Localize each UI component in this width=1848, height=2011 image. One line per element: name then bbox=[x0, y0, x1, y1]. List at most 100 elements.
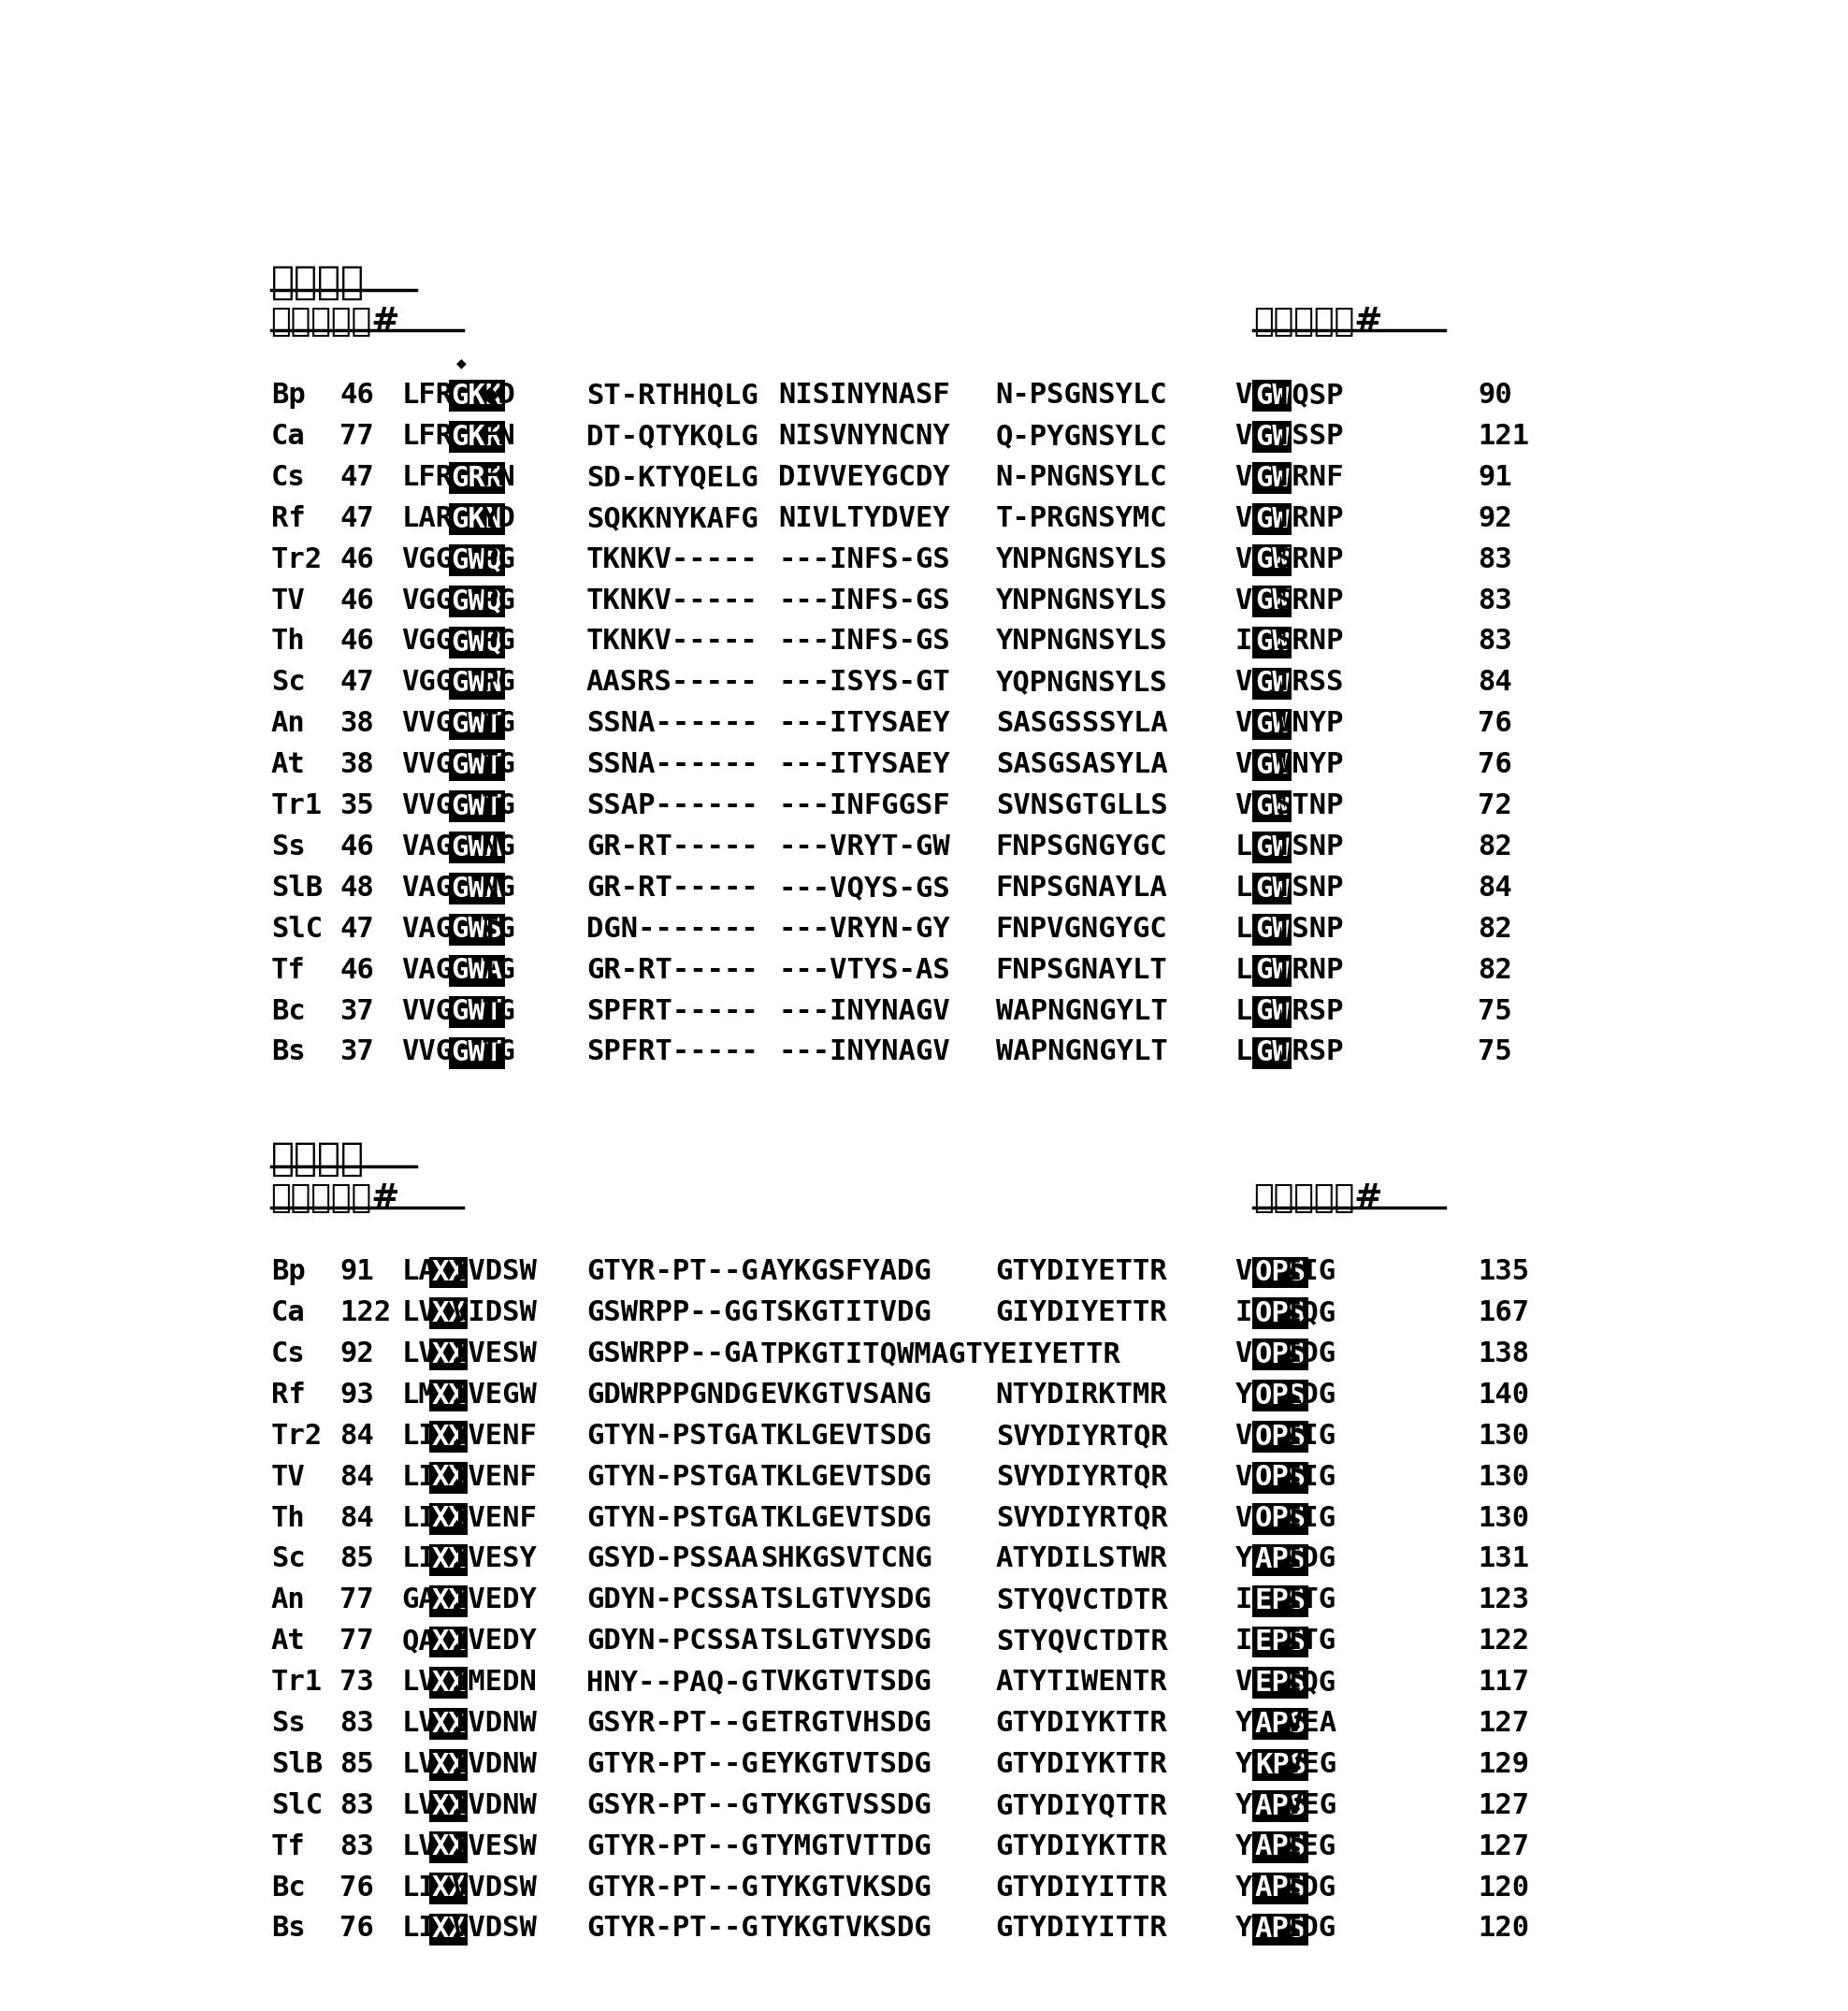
Text: GWA: GWA bbox=[451, 875, 503, 903]
Text: XX: XX bbox=[431, 1711, 466, 1738]
Text: 130: 130 bbox=[1478, 1464, 1528, 1490]
Text: LVE: LVE bbox=[401, 1709, 453, 1738]
Text: 92: 92 bbox=[1478, 505, 1512, 533]
Text: LX: LX bbox=[1234, 915, 1270, 943]
Text: LX: LX bbox=[1234, 997, 1270, 1026]
Text: 46: 46 bbox=[340, 957, 373, 983]
Text: GWT: GWT bbox=[451, 792, 503, 820]
Text: YNPNGNSYLS: YNPNGNSYLS bbox=[996, 545, 1168, 573]
Text: LIE: LIE bbox=[401, 1464, 453, 1490]
Text: Ss: Ss bbox=[272, 833, 305, 861]
Text: 84: 84 bbox=[1478, 875, 1512, 901]
Text: XX: XX bbox=[431, 1259, 466, 1287]
Text: GAE: GAE bbox=[401, 1587, 453, 1613]
Text: NG: NG bbox=[480, 875, 516, 901]
Text: STNP: STNP bbox=[1275, 792, 1343, 818]
Text: 75: 75 bbox=[1478, 997, 1512, 1026]
Text: IVDNW: IVDNW bbox=[451, 1792, 538, 1820]
Text: 130: 130 bbox=[1478, 1422, 1528, 1450]
Text: VEG: VEG bbox=[1284, 1792, 1336, 1820]
Text: An: An bbox=[272, 710, 305, 738]
Text: 83: 83 bbox=[1478, 627, 1512, 656]
Text: 82: 82 bbox=[1478, 957, 1512, 983]
Text: VAGK-: VAGK- bbox=[401, 875, 488, 901]
Text: Tr2: Tr2 bbox=[272, 545, 322, 573]
Text: GW: GW bbox=[1255, 875, 1290, 903]
Text: TPKGTITQWMAGTYEIYETTR: TPKGTITQWMAGTYEIYETTR bbox=[760, 1341, 1122, 1367]
Text: TSKGTITVDG: TSKGTITVDG bbox=[760, 1299, 931, 1327]
Text: SSNA------: SSNA------ bbox=[586, 710, 758, 738]
Text: Tf: Tf bbox=[272, 957, 305, 983]
Text: KPS: KPS bbox=[1255, 1752, 1307, 1780]
Text: TG: TG bbox=[480, 752, 516, 778]
Text: 38: 38 bbox=[340, 752, 373, 778]
Text: TKLGEVTSDG: TKLGEVTSDG bbox=[760, 1422, 931, 1450]
Text: 131: 131 bbox=[1478, 1546, 1528, 1573]
Text: YNPNGNSYLS: YNPNGNSYLS bbox=[996, 587, 1168, 613]
Text: TQSP: TQSP bbox=[1275, 382, 1343, 408]
Text: 82: 82 bbox=[1478, 915, 1512, 943]
Text: NTYDIRKTMR: NTYDIRKTMR bbox=[996, 1382, 1168, 1408]
Text: 167: 167 bbox=[1478, 1299, 1528, 1327]
Text: LVE: LVE bbox=[401, 1752, 453, 1778]
Text: 最高氨基酸#: 最高氨基酸# bbox=[1253, 1182, 1382, 1215]
Text: QAE: QAE bbox=[401, 1627, 453, 1655]
Text: GKN: GKN bbox=[451, 505, 503, 533]
Text: YQPNGNSYLS: YQPNGNSYLS bbox=[996, 670, 1168, 696]
Text: VVGLG: VVGLG bbox=[401, 752, 488, 778]
Text: GTYR-PT--G: GTYR-PT--G bbox=[586, 1832, 758, 1860]
Text: TV: TV bbox=[272, 1464, 305, 1490]
Text: GR-RT-----: GR-RT----- bbox=[586, 833, 758, 861]
Text: GW: GW bbox=[1255, 792, 1290, 820]
Text: TRSS: TRSS bbox=[1275, 670, 1343, 696]
Text: IDG: IDG bbox=[1284, 1874, 1336, 1900]
Text: VX: VX bbox=[1234, 752, 1270, 778]
Text: GTYDIYITTR: GTYDIYITTR bbox=[996, 1874, 1168, 1900]
Text: IN: IN bbox=[1234, 1587, 1270, 1613]
Text: N-PNGNSYLC: N-PNGNSYLC bbox=[996, 465, 1168, 491]
Text: Bc: Bc bbox=[272, 997, 305, 1026]
Text: ST-RTHHQLG: ST-RTHHQLG bbox=[586, 382, 758, 408]
Text: IX: IX bbox=[1234, 627, 1270, 656]
Text: VAGK-: VAGK- bbox=[401, 915, 488, 943]
Text: VEA: VEA bbox=[1284, 1709, 1336, 1738]
Text: HNY--PAQ-G: HNY--PAQ-G bbox=[586, 1669, 758, 1695]
Text: LVE: LVE bbox=[401, 1669, 453, 1695]
Text: OPS: OPS bbox=[1255, 1299, 1307, 1327]
Text: 120: 120 bbox=[1478, 1874, 1528, 1900]
Text: VN: VN bbox=[1234, 1669, 1270, 1695]
Text: STYQVCTDTR: STYQVCTDTR bbox=[996, 1587, 1168, 1613]
Text: VX: VX bbox=[1234, 422, 1270, 450]
Text: OPS: OPS bbox=[1255, 1506, 1307, 1532]
Text: FNPSGNGYGC: FNPSGNGYGC bbox=[996, 833, 1168, 861]
Text: TRNF: TRNF bbox=[1275, 465, 1343, 491]
Text: XX: XX bbox=[431, 1629, 466, 1655]
Text: LVE: LVE bbox=[401, 1341, 453, 1367]
Text: SSNA------: SSNA------ bbox=[586, 752, 758, 778]
Text: EPS: EPS bbox=[1255, 1587, 1307, 1615]
Text: 76: 76 bbox=[340, 1914, 373, 1943]
Text: LIE: LIE bbox=[401, 1874, 453, 1900]
Text: 122: 122 bbox=[1478, 1627, 1528, 1655]
Text: TSNP: TSNP bbox=[1275, 833, 1343, 861]
Text: IDG: IDG bbox=[1284, 1914, 1336, 1943]
Text: XX: XX bbox=[431, 1669, 466, 1697]
Text: YN: YN bbox=[1234, 1792, 1270, 1820]
Text: SPFRT-----: SPFRT----- bbox=[586, 1038, 758, 1066]
Text: IVESW: IVESW bbox=[451, 1341, 538, 1367]
Text: EPS: EPS bbox=[1255, 1629, 1307, 1655]
Text: SSAP------: SSAP------ bbox=[586, 792, 758, 818]
Text: Ca: Ca bbox=[272, 422, 305, 450]
Text: 91: 91 bbox=[1478, 465, 1512, 491]
Text: YN: YN bbox=[1234, 1914, 1270, 1943]
Text: LIE: LIE bbox=[401, 1546, 453, 1573]
Text: NISINYNASF: NISINYNASF bbox=[778, 382, 950, 408]
Text: ---VRYT-GW: ---VRYT-GW bbox=[778, 833, 950, 861]
Text: Bc: Bc bbox=[272, 1874, 305, 1900]
Text: FN: FN bbox=[480, 465, 516, 491]
Text: 76: 76 bbox=[1478, 710, 1512, 738]
Text: GWN: GWN bbox=[451, 670, 503, 698]
Text: Cs: Cs bbox=[272, 1341, 305, 1367]
Text: ---INFS-GS: ---INFS-GS bbox=[778, 627, 950, 656]
Text: OPS: OPS bbox=[1255, 1382, 1307, 1410]
